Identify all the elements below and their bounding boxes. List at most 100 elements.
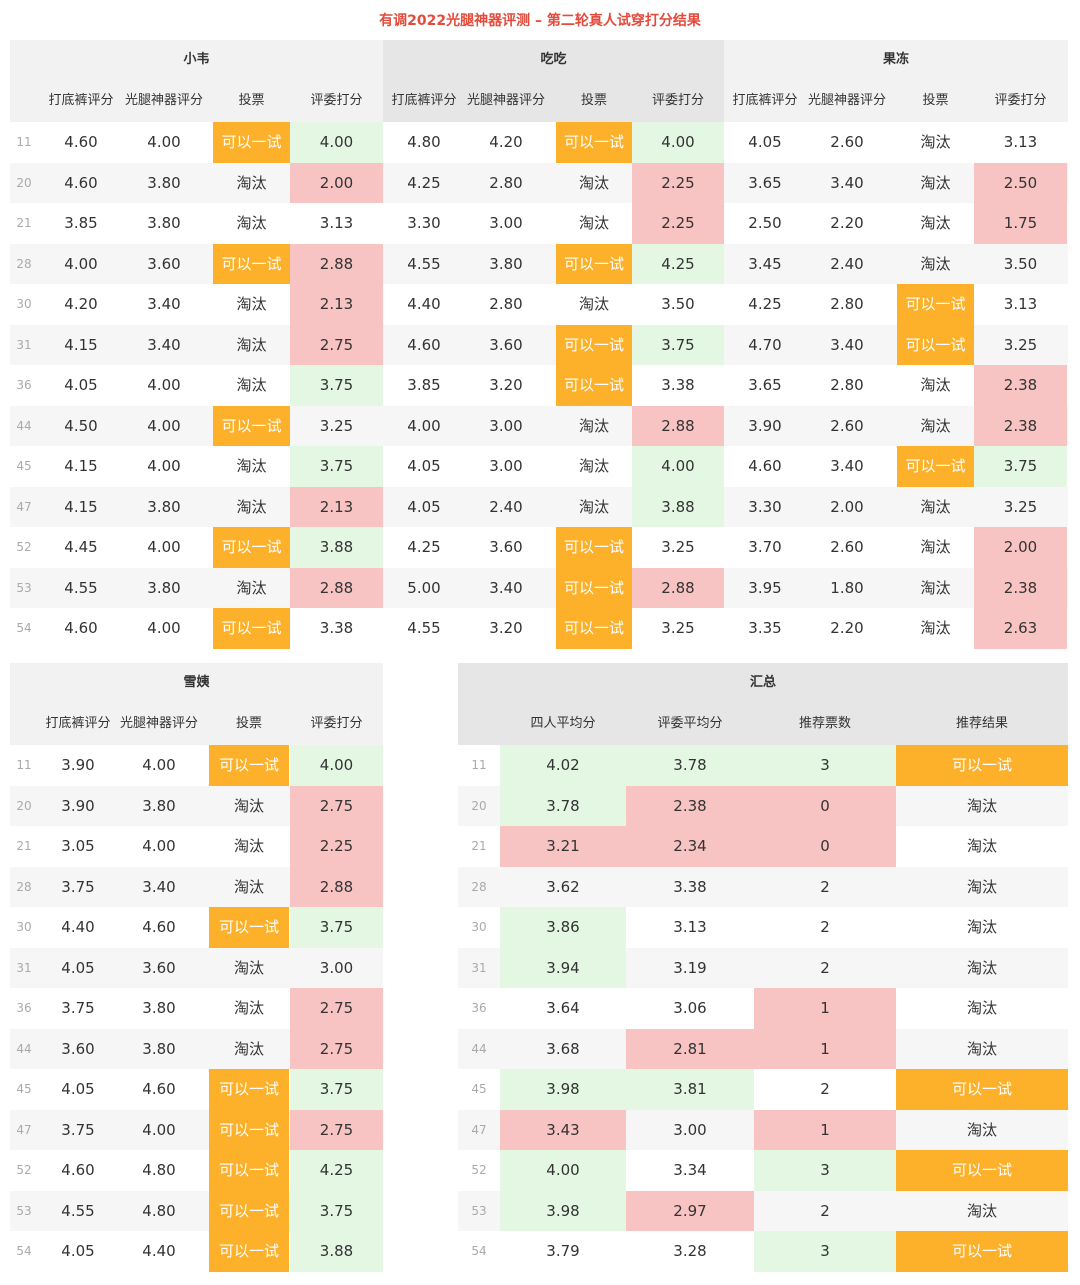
bottom-cell: 4.40 bbox=[407, 295, 441, 313]
leg-cell: 3.40 bbox=[147, 335, 181, 354]
avg4-cell: 4.00 bbox=[500, 1150, 626, 1191]
row-id: 52 bbox=[16, 1163, 32, 1177]
row-id: 54 bbox=[471, 1244, 487, 1258]
leg-cell: 2.80 bbox=[489, 173, 523, 192]
votes-cell: 1 bbox=[754, 988, 896, 1029]
vote-cell: 淘汰 bbox=[233, 999, 264, 1017]
bottom-cell: 3.85 bbox=[64, 214, 98, 232]
judge-cell: 2.88 bbox=[290, 243, 383, 284]
bottom-cell: 3.90 bbox=[748, 416, 782, 435]
table-row: 54 3.79 3.28 3 可以一试 bbox=[458, 1231, 1068, 1272]
table-row: 20 3.78 2.38 0 淘汰 bbox=[458, 785, 1068, 826]
result-cell: 淘汰 bbox=[966, 918, 997, 936]
bottom-cell: 4.00 bbox=[64, 254, 98, 273]
group-header-summary: 汇总 bbox=[458, 663, 1068, 745]
bottom-cell: 4.25 bbox=[407, 173, 441, 192]
leg-cell: 3.60 bbox=[489, 335, 523, 354]
judge-cell: 3.13 bbox=[1003, 295, 1038, 313]
table-row: 30 3.86 3.13 2 淘汰 bbox=[458, 907, 1068, 948]
leg-cell: 3.80 bbox=[142, 796, 176, 815]
result-cell: 可以一试 bbox=[896, 1150, 1068, 1191]
column-header-row: 四人平均分 评委平均分 推荐票数 推荐结果 bbox=[458, 703, 1068, 745]
leg-cell: 4.00 bbox=[147, 133, 181, 151]
leg-cell: 3.60 bbox=[147, 254, 181, 273]
xueyi-score-table: 雪姨 打底裤评分 光腿神器评分 投票 评委打分 11 3.90 4.00 可以一试 4.00 20 3… bbox=[10, 663, 383, 1272]
table-row: 52 4.00 3.34 3 可以一试 bbox=[458, 1150, 1068, 1191]
bottom-cell: 4.15 bbox=[64, 457, 98, 475]
bottom-cell: 4.50 bbox=[64, 416, 98, 435]
row-id: 47 bbox=[16, 1122, 32, 1137]
judge-cell: 3.25 bbox=[661, 619, 695, 637]
vote-cell: 淘汰 bbox=[236, 497, 267, 516]
bottom-cell: 4.15 bbox=[64, 335, 98, 354]
column-header-bottom: 打底裤评分 bbox=[48, 93, 114, 108]
leg-cell: 1.80 bbox=[830, 578, 864, 597]
vote-cell: 淘汰 bbox=[920, 497, 951, 516]
table-row: 53 4.55 3.80 淘汰 2.88 5.00 3.40 可以一试 2.88 3.95 1.80… bbox=[10, 567, 1068, 608]
vote-cell: 可以一试 bbox=[556, 365, 632, 406]
votes-cell: 3 bbox=[754, 745, 896, 786]
bottom-cell: 3.30 bbox=[748, 497, 782, 516]
leg-cell: 3.80 bbox=[147, 214, 181, 232]
table-row: 44 3.60 3.80 淘汰 2.75 bbox=[10, 1028, 383, 1069]
column-header-vote: 投票 bbox=[580, 93, 607, 108]
table-row: 21 3.05 4.00 淘汰 2.25 bbox=[10, 826, 383, 867]
leg-cell: 3.80 bbox=[142, 1039, 176, 1058]
leg-cell: 2.40 bbox=[830, 254, 864, 273]
judge_avg-cell: 3.19 bbox=[673, 958, 707, 977]
judge-cell: 3.25 bbox=[1003, 335, 1038, 354]
column-header-leg: 光腿神器评分 bbox=[124, 93, 203, 108]
column-header-judge: 评委打分 bbox=[310, 93, 363, 108]
avg4-cell: 3.86 bbox=[500, 907, 626, 948]
row-id: 30 bbox=[471, 920, 487, 934]
leg-cell: 4.00 bbox=[147, 538, 181, 556]
leg-cell: 3.40 bbox=[147, 295, 181, 313]
leg-cell: 2.20 bbox=[830, 619, 864, 637]
leg-cell: 3.80 bbox=[142, 999, 176, 1017]
column-header-bottom: 打底裤评分 bbox=[45, 716, 111, 731]
bottom-cell: 4.40 bbox=[61, 918, 95, 936]
leg-cell: 3.00 bbox=[489, 416, 523, 435]
avg4-cell: 3.78 bbox=[500, 785, 626, 826]
bottom-cell: 4.00 bbox=[407, 416, 441, 435]
bottom-cell: 4.15 bbox=[64, 497, 98, 516]
column-header-judge_avg: 评委平均分 bbox=[657, 716, 723, 731]
leg-cell: 2.80 bbox=[489, 295, 523, 313]
judge-cell: 3.75 bbox=[290, 365, 383, 406]
bottom-cell: 3.90 bbox=[61, 756, 95, 774]
result-cell: 可以一试 bbox=[896, 745, 1068, 786]
vote-cell: 淘汰 bbox=[236, 578, 267, 597]
bottom-cell: 4.60 bbox=[64, 619, 98, 637]
bottom-cell: 4.20 bbox=[64, 295, 98, 313]
bottom-cell: 4.25 bbox=[407, 538, 441, 556]
bottom-cell: 3.65 bbox=[748, 376, 782, 394]
column-header-bottom: 打底裤评分 bbox=[391, 93, 457, 108]
leg-cell: 3.60 bbox=[142, 958, 176, 977]
vote-cell: 可以一试 bbox=[897, 284, 974, 325]
bottom-cell: 4.60 bbox=[748, 457, 782, 475]
judge-cell: 2.25 bbox=[290, 826, 383, 867]
table-row: 28 4.00 3.60 可以一试 2.88 4.55 3.80 可以一试 4.25 3.45 2.… bbox=[10, 243, 1068, 284]
bottom-cell: 4.55 bbox=[407, 619, 441, 637]
vote-cell: 淘汰 bbox=[578, 173, 609, 192]
avg4-cell: 3.43 bbox=[500, 1109, 626, 1150]
judge-cell: 2.00 bbox=[290, 162, 383, 203]
judge-cell: 2.88 bbox=[290, 567, 383, 608]
leg-cell: 4.60 bbox=[142, 1080, 176, 1098]
bottom-cell: 3.85 bbox=[407, 376, 441, 394]
column-header-row: 打底裤评分 光腿神器评分 投票 评委打分 bbox=[10, 703, 383, 745]
bottom-cell: 3.30 bbox=[407, 214, 441, 232]
judge-cell: 4.00 bbox=[632, 122, 724, 163]
result-cell: 可以一试 bbox=[896, 1231, 1068, 1272]
votes-cell: 0 bbox=[754, 785, 896, 826]
judge-cell: 2.75 bbox=[290, 1109, 383, 1150]
row-id: 36 bbox=[16, 378, 32, 392]
avg4-cell: 3.64 bbox=[546, 999, 580, 1017]
table-row: 52 4.60 4.80 可以一试 4.25 bbox=[10, 1150, 383, 1191]
result-cell: 淘汰 bbox=[966, 1201, 997, 1220]
column-header-vote: 投票 bbox=[238, 93, 265, 108]
row-id: 44 bbox=[471, 1041, 487, 1056]
bottom-cell: 3.05 bbox=[61, 837, 95, 855]
judge-cell: 2.38 bbox=[974, 567, 1067, 608]
leg-cell: 2.60 bbox=[830, 416, 864, 435]
